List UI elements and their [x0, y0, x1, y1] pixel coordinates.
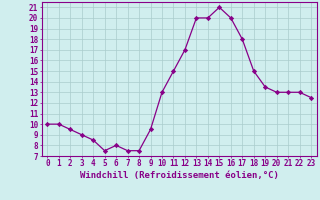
X-axis label: Windchill (Refroidissement éolien,°C): Windchill (Refroidissement éolien,°C) — [80, 171, 279, 180]
